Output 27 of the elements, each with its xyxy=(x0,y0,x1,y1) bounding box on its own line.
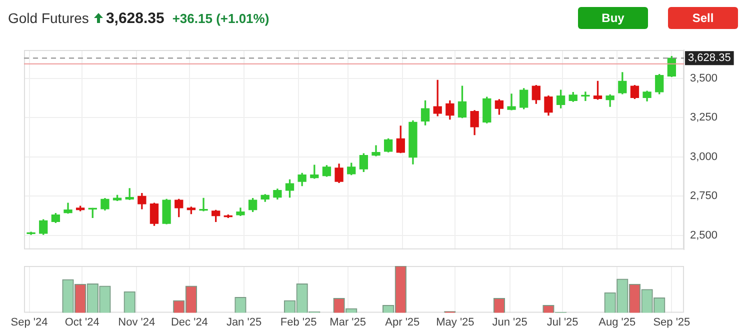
y-tick-label: 3,250 xyxy=(690,112,718,124)
text: +36.15 (+1.01%) xyxy=(172,10,270,26)
y-tick-label: 2,500 xyxy=(690,229,718,242)
y-tick-label: 2,750 xyxy=(690,190,718,202)
x-tick-label: Jan '25 xyxy=(226,316,262,328)
x-tick-label: Sep '25 xyxy=(653,316,690,328)
x-tick-label: Dec '24 xyxy=(170,316,208,328)
candlestick xyxy=(199,198,208,212)
candlestick xyxy=(581,92,590,102)
x-tick-label: Apr '25 xyxy=(385,316,420,328)
x-tick-label: Mar '25 xyxy=(330,316,366,328)
chart-title: Gold Futures xyxy=(8,10,89,26)
x-tick-label: Oct '24 xyxy=(64,316,100,328)
x-tick-label: Aug '25 xyxy=(598,316,636,328)
x-tick-label: Nov '24 xyxy=(118,316,156,328)
text: Buy xyxy=(578,7,648,29)
x-tick-label: May '25 xyxy=(436,316,474,328)
y-tick-label: 3,000 xyxy=(690,150,718,163)
x-tick-label: Jul '25 xyxy=(546,316,578,328)
x-tick-label: Feb '25 xyxy=(280,316,317,328)
text: 3,628.35 xyxy=(106,10,164,26)
ref-line-label: 3,628.35 xyxy=(688,52,731,64)
x-tick-label: Sep '24 xyxy=(10,316,48,328)
text: Sell xyxy=(668,7,738,29)
candlestick xyxy=(507,94,516,110)
x-tick-label: Jun '25 xyxy=(492,316,528,328)
y-tick-label: 3,500 xyxy=(690,72,718,84)
